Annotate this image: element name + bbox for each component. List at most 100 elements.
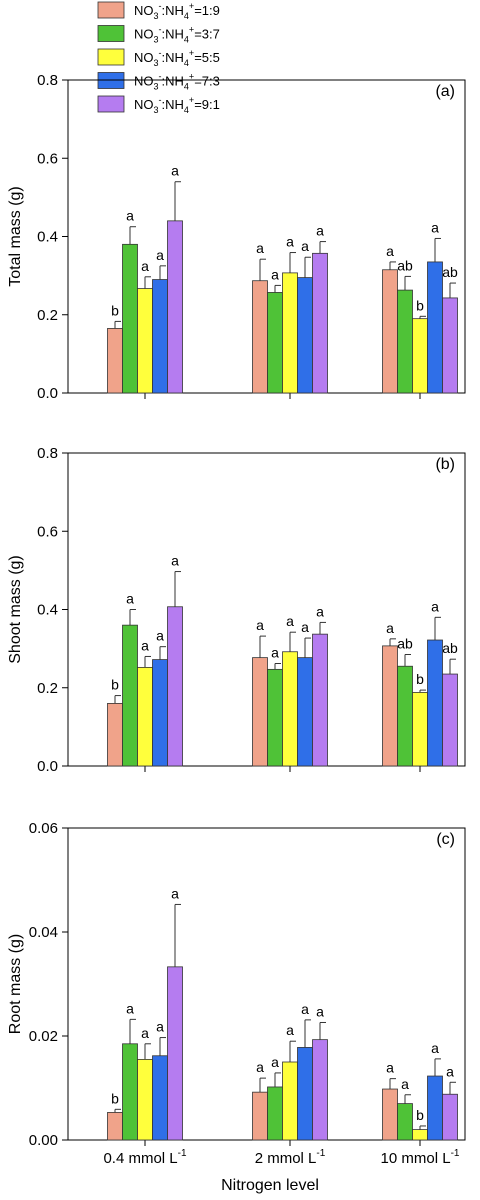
significance-letter: a (126, 208, 134, 224)
bar (382, 645, 398, 767)
significance-letter: a (126, 1000, 134, 1016)
y-axis-label: Total mass (g) (7, 186, 24, 286)
significance-letter: a (301, 238, 309, 254)
significance-letter: a (256, 1059, 264, 1075)
bar (282, 272, 298, 394)
y-tick-label: 0.04 (29, 924, 58, 941)
significance-letter: a (316, 603, 324, 619)
significance-letter: a (126, 591, 134, 607)
y-tick-label: 0.02 (29, 1028, 58, 1045)
bar (137, 1059, 153, 1141)
bar (282, 1061, 298, 1141)
legend-swatch-2 (97, 25, 125, 42)
significance-letter: a (171, 553, 179, 569)
significance-letter: a (316, 223, 324, 239)
significance-letter: a (316, 1003, 324, 1019)
legend-swatch-3 (97, 48, 125, 66)
y-tick-label: 0.06 (29, 820, 58, 837)
bar (107, 703, 123, 767)
bar (167, 220, 183, 394)
bar (442, 673, 458, 767)
bar (267, 1086, 283, 1141)
bar (122, 1043, 138, 1141)
bar (107, 328, 123, 394)
significance-letter: a (156, 628, 164, 644)
y-tick-label: 0.00 (29, 1132, 58, 1149)
bar (312, 633, 328, 767)
bar (397, 1103, 413, 1141)
bar (167, 606, 183, 767)
bar (297, 657, 313, 767)
bar (312, 252, 328, 394)
significance-letter: ab (442, 264, 458, 280)
bar (412, 692, 428, 767)
significance-letter: a (386, 620, 394, 636)
x-tick-label: 10 mmol L-1 (381, 1148, 460, 1167)
significance-letter: a (256, 240, 264, 256)
significance-letter: a (141, 637, 149, 653)
bar (442, 1093, 458, 1141)
significance-letter: a (431, 1040, 439, 1056)
significance-letter: b (111, 677, 119, 693)
bar (427, 1075, 443, 1141)
bar (427, 261, 443, 394)
legend: NO3-:NH4+=1:9 NO3-:NH4+=3:7 NO3-:NH4+=5:5 N… (97, 1, 220, 115)
significance-letter: b (111, 1090, 119, 1106)
y-axis-label: Shoot mass (g) (7, 555, 24, 663)
significance-letter: a (141, 258, 149, 274)
significance-letter: a (271, 1054, 279, 1070)
legend-label-3: NO3-:NH4+=5:5 (134, 48, 220, 68)
legend-label-2: NO3-:NH4+=3:7 (134, 25, 220, 45)
bar (152, 279, 168, 394)
significance-letter: b (416, 1107, 424, 1123)
y-tick-label: 0.2 (37, 680, 58, 697)
bar (152, 1055, 168, 1141)
significance-letter: a (156, 1019, 164, 1035)
bar (412, 318, 428, 394)
y-tick-label: 0.8 (37, 72, 58, 89)
significance-letter: a (301, 1001, 309, 1017)
significance-letter: a (446, 1063, 454, 1079)
legend-label-4: NO3-:NH4+=7:3 (134, 72, 220, 92)
bar (122, 624, 138, 767)
x-axis-title: Nitrogen level (221, 1177, 319, 1194)
significance-letter: b (111, 302, 119, 318)
y-tick-label: 0.2 (37, 307, 58, 324)
significance-letter: a (386, 1060, 394, 1076)
bar (267, 668, 283, 767)
panel-label: (c) (436, 831, 455, 848)
bar (267, 292, 283, 394)
significance-letter: a (286, 1022, 294, 1038)
significance-letter: b (416, 671, 424, 687)
significance-letter: ab (442, 640, 458, 656)
bar (137, 667, 153, 767)
bar (312, 1039, 328, 1141)
bar (252, 280, 268, 394)
significance-letter: a (156, 247, 164, 263)
significance-letter: a (431, 219, 439, 235)
significance-letter: a (171, 885, 179, 901)
bar (137, 288, 153, 394)
bar (397, 665, 413, 767)
y-tick-label: 0.6 (37, 523, 58, 540)
legend-label-5: NO3-:NH4+=9:1 (134, 95, 220, 115)
bar (427, 639, 443, 767)
x-tick-label: 2 mmol L-1 (255, 1148, 326, 1167)
significance-letter: a (171, 163, 179, 179)
significance-letter: ab (397, 635, 413, 651)
bar (397, 289, 413, 394)
y-tick-label: 0.8 (37, 445, 58, 462)
y-tick-label: 0.4 (37, 602, 58, 619)
y-tick-label: 0.4 (37, 229, 58, 246)
bar (122, 243, 138, 394)
bar (442, 297, 458, 394)
legend-label-1: NO3-:NH4+=1:9 (134, 1, 220, 21)
significance-letter: a (256, 617, 264, 633)
bar (167, 966, 183, 1141)
significance-letter: ab (397, 257, 413, 273)
bar (297, 277, 313, 394)
y-tick-label: 0.0 (37, 758, 58, 775)
